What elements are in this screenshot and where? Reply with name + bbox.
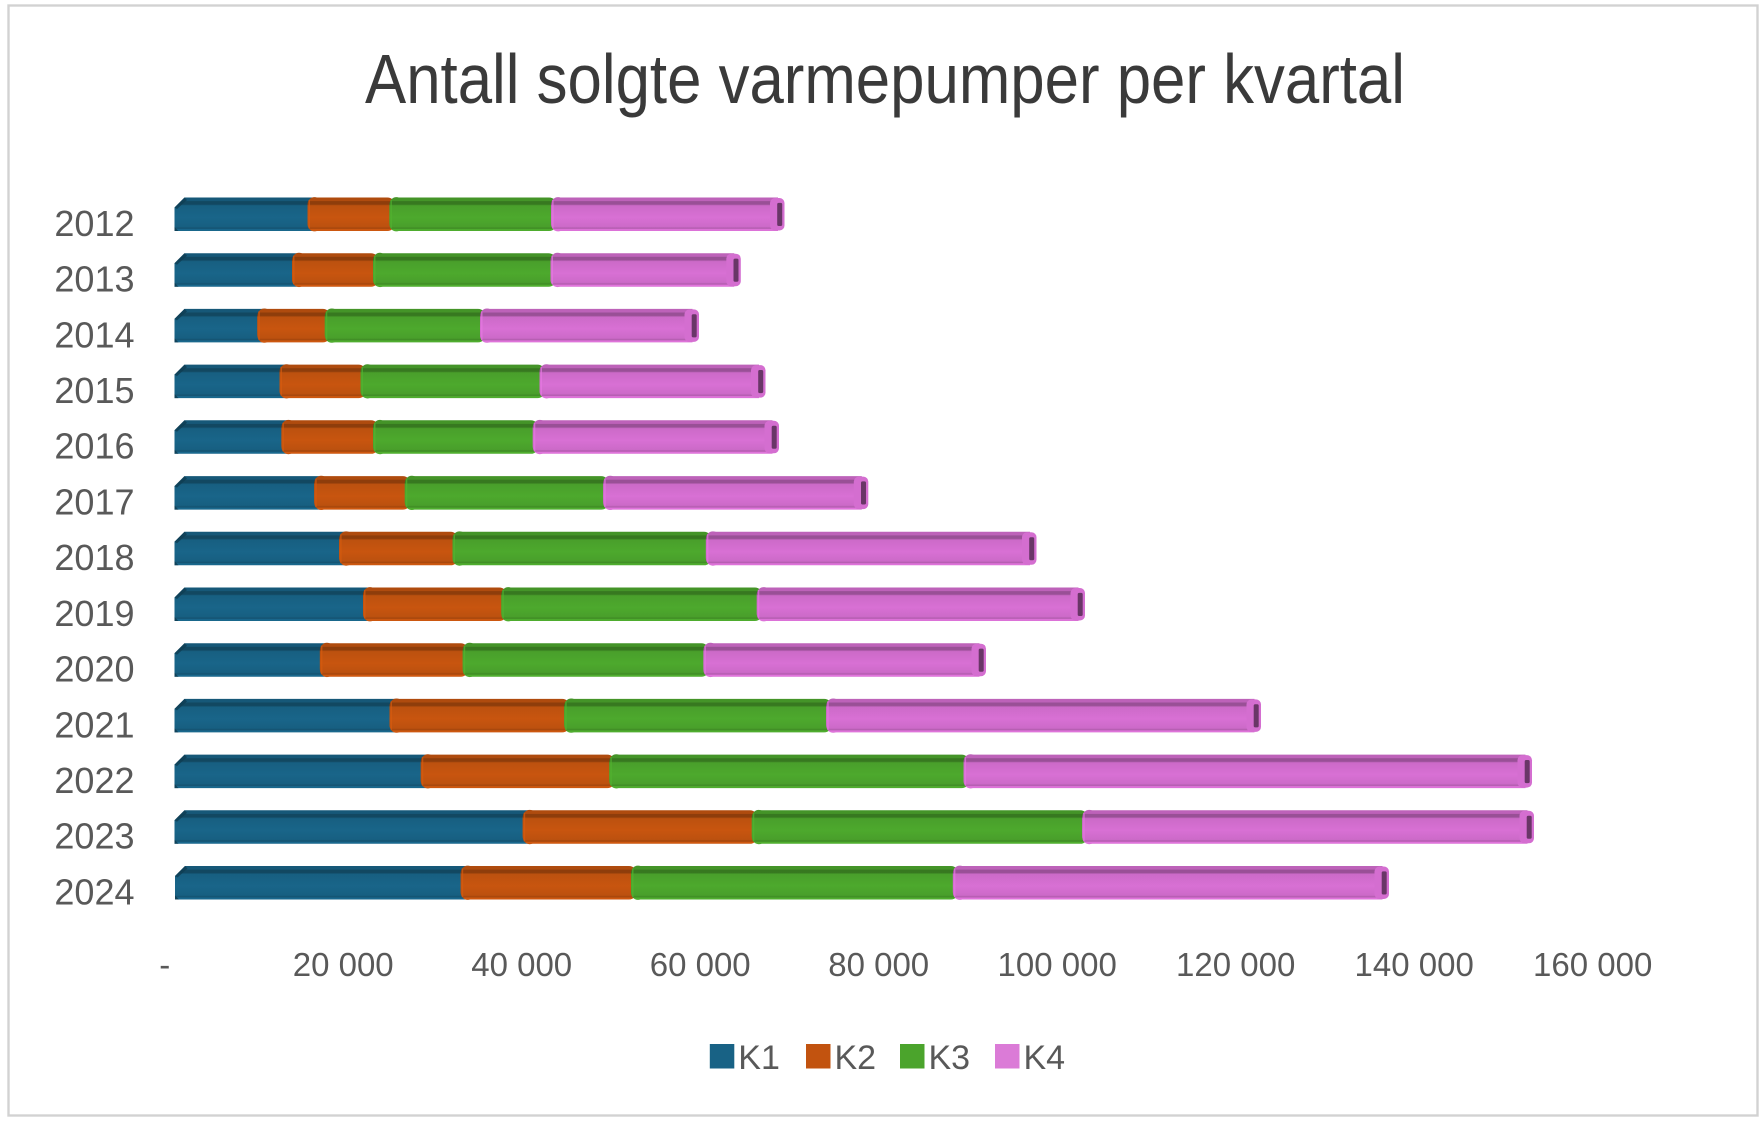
- svg-text:20 000: 20 000: [293, 946, 394, 983]
- svg-text:140 000: 140 000: [1355, 946, 1474, 983]
- svg-text:2021: 2021: [54, 704, 134, 745]
- svg-text:160 000: 160 000: [1533, 946, 1652, 983]
- svg-text:2023: 2023: [54, 816, 134, 857]
- svg-text:60 000: 60 000: [650, 946, 751, 983]
- svg-text:2018: 2018: [54, 537, 134, 578]
- svg-text:K3: K3: [929, 1039, 971, 1077]
- svg-text:K2: K2: [835, 1039, 877, 1077]
- svg-text:-: -: [159, 946, 170, 983]
- svg-text:120 000: 120 000: [1176, 946, 1295, 983]
- svg-text:80 000: 80 000: [828, 946, 929, 983]
- svg-text:40 000: 40 000: [471, 946, 572, 983]
- svg-text:K4: K4: [1024, 1039, 1066, 1077]
- svg-text:2020: 2020: [54, 649, 134, 690]
- svg-text:2014: 2014: [54, 314, 134, 355]
- svg-text:2024: 2024: [54, 871, 134, 912]
- svg-text:Antall solgte varmepumper per: Antall solgte varmepumper per kvartal: [365, 40, 1405, 118]
- svg-text:2016: 2016: [54, 426, 134, 467]
- svg-text:K1: K1: [738, 1039, 780, 1077]
- svg-text:2022: 2022: [54, 760, 134, 801]
- svg-text:2019: 2019: [54, 593, 134, 634]
- svg-text:100 000: 100 000: [998, 946, 1117, 983]
- svg-text:2017: 2017: [54, 482, 134, 523]
- svg-text:2012: 2012: [54, 203, 134, 244]
- svg-text:2015: 2015: [54, 370, 134, 411]
- svg-text:2013: 2013: [54, 259, 134, 300]
